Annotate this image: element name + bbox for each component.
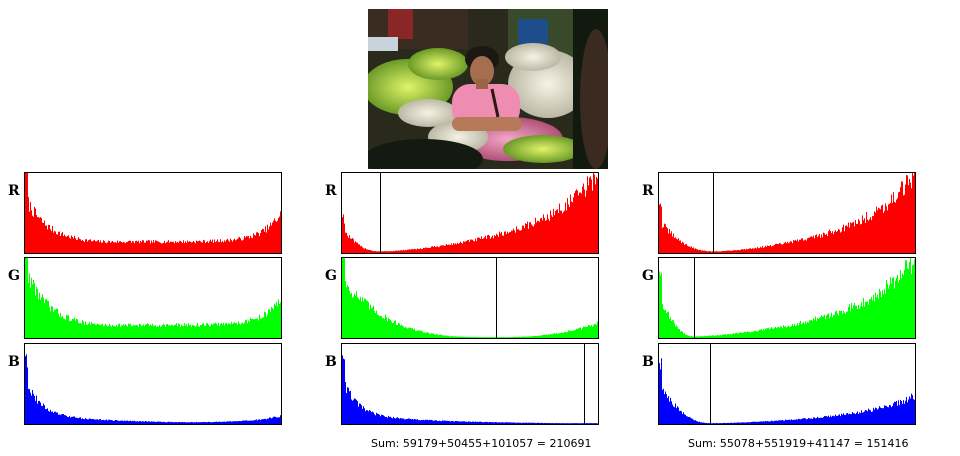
histogram-area-b: [342, 355, 598, 424]
histogram-middle-r: [341, 172, 599, 254]
histogram-area-r: [25, 173, 281, 253]
histogram-area-g: [25, 258, 281, 338]
channel-label-g: G: [8, 268, 20, 284]
channel-label-g: G: [325, 268, 337, 284]
histogram-middle-b: [341, 343, 599, 425]
histogram-middle-g: [341, 257, 599, 339]
channel-label-r: R: [325, 183, 337, 199]
histogram-plot: [342, 258, 598, 338]
histogram-area-b: [659, 358, 915, 424]
channel-label-r: R: [642, 183, 654, 199]
histogram-area-r: [342, 173, 598, 253]
histogram-area-r: [659, 173, 915, 253]
histogram-left-b: [24, 343, 282, 425]
histogram-plot: [25, 354, 281, 424]
sum-middle: Sum: 59179+50455+101057 = 210691: [371, 437, 592, 450]
channel-label-r: R: [8, 183, 20, 199]
histogram-right-b: [658, 343, 916, 425]
photo-flower-vendor: [368, 9, 608, 169]
histogram-plot: [25, 173, 281, 253]
histogram-plot: [659, 173, 915, 253]
channel-label-b: B: [642, 354, 654, 370]
histogram-plot: [342, 344, 598, 424]
histogram-left-g: [24, 257, 282, 339]
histogram-plot: [659, 258, 915, 338]
channel-label-g: G: [642, 268, 654, 284]
histogram-area-g: [342, 258, 598, 338]
histogram-plot: [342, 173, 598, 253]
histogram-left-r: [24, 172, 282, 254]
histogram-area-b: [25, 354, 281, 424]
histogram-plot: [659, 344, 915, 424]
histogram-plot: [25, 258, 281, 338]
histogram-right-r: [658, 172, 916, 254]
histogram-area-g: [659, 258, 915, 338]
channel-label-b: B: [325, 354, 337, 370]
channel-label-b: B: [8, 354, 20, 370]
sum-right: Sum: 55078+551919+41147 = 151416: [688, 437, 909, 450]
histogram-right-g: [658, 257, 916, 339]
